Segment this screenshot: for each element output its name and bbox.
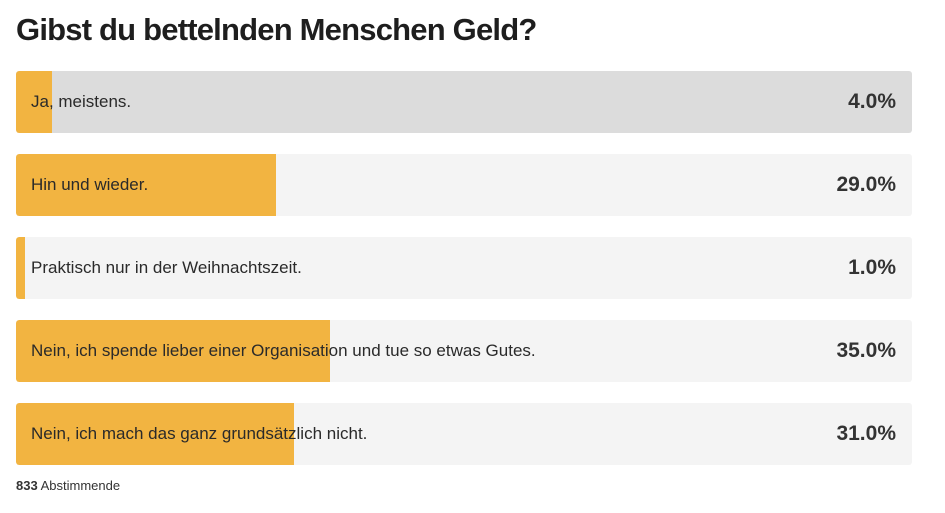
poll-option-percent: 31.0% bbox=[836, 422, 896, 445]
poll-option-bar bbox=[16, 237, 25, 299]
vote-count: 833 Abstimmende bbox=[16, 478, 120, 493]
poll-option-weihnachtszeit[interactable]: Praktisch nur in der Weihnachtszeit. 1.0… bbox=[16, 237, 912, 299]
poll-option-label: Nein, ich mach das ganz grundsätzlich ni… bbox=[31, 424, 368, 443]
poll-option-ja-meistens[interactable]: Ja, meistens. 4.0% bbox=[16, 71, 912, 133]
poll-option-percent: 1.0% bbox=[848, 256, 896, 279]
poll-option-label: Hin und wieder. bbox=[31, 175, 149, 194]
poll-option-percent: 29.0% bbox=[836, 173, 896, 196]
poll-option-bar bbox=[16, 403, 294, 465]
poll-option-label: Ja, meistens. bbox=[31, 92, 132, 111]
vote-count-label: Abstimmende bbox=[40, 478, 121, 493]
poll-option-hin-und-wieder[interactable]: Hin und wieder. 29.0% bbox=[16, 154, 912, 216]
poll-option-organisation[interactable]: Nein, ich spende lieber einer Organisati… bbox=[16, 320, 912, 382]
poll-options: Ja, meistens. 4.0% Hin und wieder. 29.0%… bbox=[16, 71, 912, 486]
poll-option-percent: 4.0% bbox=[848, 90, 896, 113]
poll-option-bar bbox=[16, 320, 330, 382]
poll-title: Gibst du bettelnden Menschen Geld? bbox=[16, 12, 537, 47]
vote-count-number: 833 bbox=[16, 478, 38, 493]
poll-option-bar bbox=[16, 71, 52, 133]
poll-option-label: Praktisch nur in der Weihnachtszeit. bbox=[31, 258, 302, 277]
poll-option-grundsaetzlich-nicht[interactable]: Nein, ich mach das ganz grundsätzlich ni… bbox=[16, 403, 912, 465]
poll-option-label: Nein, ich spende lieber einer Organisati… bbox=[31, 341, 536, 360]
poll-option-percent: 35.0% bbox=[836, 339, 896, 362]
poll-option-bar bbox=[16, 154, 276, 216]
poll-widget: Gibst du bettelnden Menschen Geld? Ja, m… bbox=[16, 0, 912, 493]
